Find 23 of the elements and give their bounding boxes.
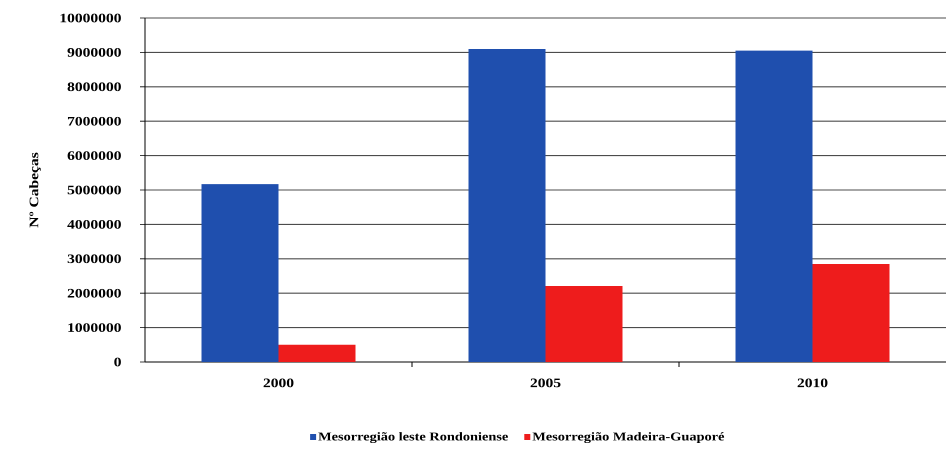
y-tick-label: 2000000 xyxy=(68,288,121,298)
bar xyxy=(546,286,623,362)
bar xyxy=(812,264,890,362)
x-tick-label: 2000 xyxy=(264,378,294,388)
bar xyxy=(202,184,278,362)
legend-label: Mesorregião Madeira-Guaporé xyxy=(532,432,724,444)
y-tick-label: 0 xyxy=(114,358,121,366)
y-tick-label: 8000000 xyxy=(68,82,121,92)
bar xyxy=(468,48,546,362)
x-tick-label: 2005 xyxy=(530,378,560,388)
legend-label: Mesorregião leste Rondoniense xyxy=(318,432,508,444)
y-tick-label: 1000000 xyxy=(68,323,121,332)
y-tick-label: 6000000 xyxy=(68,151,121,160)
x-tick-label: 2010 xyxy=(798,378,828,388)
y-tick-label: 5000000 xyxy=(68,186,121,194)
y-tick-label: 9000000 xyxy=(68,48,121,57)
bar xyxy=(736,50,813,362)
y-tick-label: 4000000 xyxy=(67,220,121,229)
y-tick-label: 7000000 xyxy=(68,116,121,126)
y-tick-label: 10000000 xyxy=(60,14,121,22)
y-tick-label: 3000000 xyxy=(68,254,121,264)
bar xyxy=(278,344,356,362)
y-axis-title: Nº Cabeças xyxy=(29,152,41,228)
